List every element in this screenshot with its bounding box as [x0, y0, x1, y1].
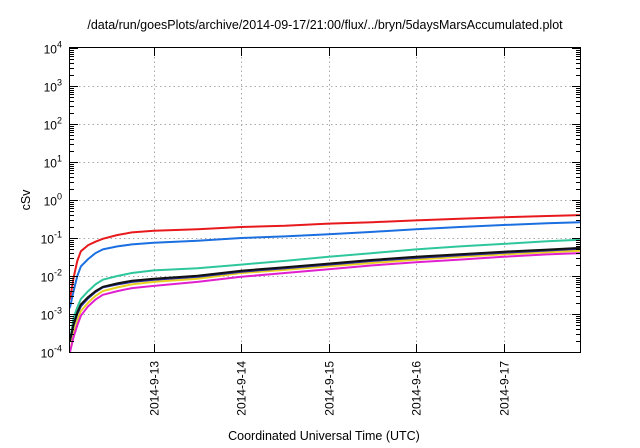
y-tick-label: 10-2	[41, 268, 62, 285]
x-axis-label: Coordinated Universal Time (UTC)	[228, 429, 420, 443]
chart-title: /data/run/goesPlots/archive/2014-09-17/2…	[87, 18, 563, 32]
series-line-3	[69, 238, 581, 342]
y-tick-label: 104	[44, 40, 62, 57]
y-tick-label: 102	[44, 116, 62, 133]
y-tick-labels: 10-4 10-3 10-2 10-1 100 101 102 103 104	[41, 40, 62, 361]
series-line-1	[69, 214, 581, 300]
grid-lines	[70, 48, 580, 352]
series-layer	[69, 214, 581, 353]
x-tick-label: 2014-9-16	[410, 361, 424, 416]
x-tick-label: 2014-9-14	[235, 361, 249, 416]
x-tick-label: 2014-9-13	[148, 361, 162, 416]
plot-frame	[69, 47, 581, 353]
y-tick-label: 10-4	[41, 344, 62, 361]
y-tick-label: 101	[44, 154, 62, 171]
y-axis-label: cSv	[19, 189, 33, 211]
series-line-7	[69, 246, 581, 342]
x-tick-label: 2014-9-17	[498, 361, 512, 416]
x-tick-labels: 2014-9-13 2014-9-14 2014-9-15 2014-9-16 2014…	[148, 361, 512, 416]
y-tick-label: 10-3	[41, 306, 62, 323]
series-line-6	[69, 247, 581, 342]
series-line-2	[69, 221, 581, 309]
series-line-5	[69, 252, 581, 353]
axis-ticks	[70, 48, 580, 353]
y-tick-label: 100	[44, 192, 62, 209]
x-tick-label: 2014-9-15	[323, 361, 337, 416]
series-line-4	[69, 249, 581, 353]
y-tick-label: 10-1	[41, 230, 62, 247]
y-tick-label: 103	[44, 78, 62, 95]
